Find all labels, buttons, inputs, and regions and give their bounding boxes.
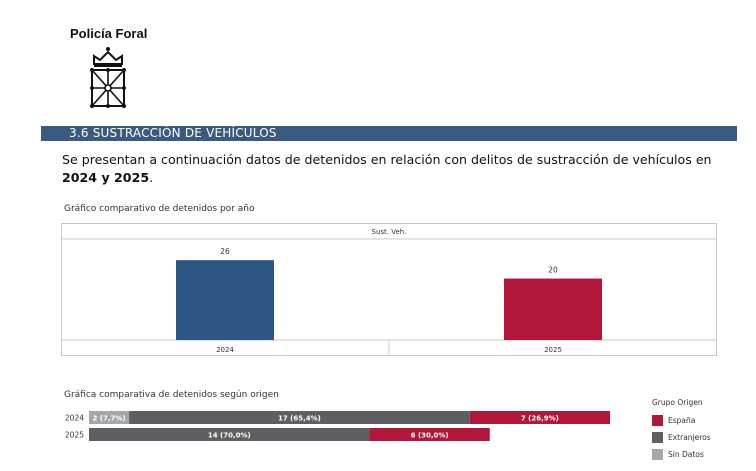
- chart-year-svg: Sust. Veh. 26 2024 20 2025: [61, 228, 717, 356]
- legend-swatch-extranjeros: [652, 432, 663, 443]
- segment-label-espana-2025: 6 (30,0%): [411, 432, 449, 440]
- y-tick-label-2025: 2025: [65, 431, 84, 440]
- intro-year-2024: 2024: [62, 170, 98, 185]
- x-tick-label-2025: 2025: [544, 346, 562, 354]
- section-header-bar: [41, 126, 737, 141]
- legend-label-sin-datos: Sin Datos: [668, 450, 704, 459]
- segment-label-sin-datos-2024: 2 (7,7%): [92, 415, 125, 423]
- segment-espana-2024: [469, 411, 610, 424]
- segment-extranjeros-2024: [129, 411, 470, 424]
- chart-year-panel-header: Sust. Veh.: [372, 228, 407, 236]
- intro-connector: y: [97, 170, 115, 185]
- segment-extranjeros-2025: [89, 428, 370, 441]
- navarra-emblem-icon: [90, 47, 126, 108]
- segment-label-extranjeros-2024: 17 (65,4%): [278, 415, 321, 423]
- legend-label-extranjeros: Extranjeros: [668, 433, 711, 442]
- intro-year-2025: 2025: [114, 170, 150, 185]
- org-name: Policía Foral: [70, 26, 148, 41]
- bar-2025: [504, 278, 602, 340]
- chart-origin-svg: 2024 2 (7,7%) 17 (65,4%) 7 (26,9%) 2025 14 (7…: [65, 411, 610, 441]
- chart-year-title: Gráfico comparativo de detenidos por año: [64, 204, 255, 214]
- segment-label-extranjeros-2025: 14 (70,0%): [208, 432, 251, 440]
- segment-sin-datos-2024: [89, 411, 130, 424]
- intro-end: .: [149, 170, 154, 185]
- legend-swatch-espana: [652, 415, 663, 426]
- bar-2024: [176, 260, 274, 340]
- legend-title: Grupo Origen: [652, 398, 703, 407]
- legend-item-espana: España: [652, 412, 752, 429]
- chart-origin-title: Gráfica comparativa de detenidos según o…: [64, 390, 279, 400]
- bar-value-label-2025: 20: [548, 266, 558, 275]
- intro-paragraph: Se presentan a continuación datos de det…: [62, 151, 732, 187]
- segment-label-espana-2024: 7 (26,9%): [521, 415, 559, 423]
- legend-item-extranjeros: Extranjeros: [652, 429, 752, 446]
- bar-value-label-2024: 26: [220, 247, 230, 256]
- y-tick-label-2024: 2024: [65, 414, 84, 423]
- legend-label-espana: España: [668, 416, 696, 425]
- legend: Grupo Origen España Extranjeros Sin Dato…: [652, 398, 752, 463]
- x-tick-label-2024: 2024: [216, 346, 234, 354]
- legend-swatch-sin-datos: [652, 449, 663, 460]
- intro-text: Se presentan a continuación datos de det…: [62, 152, 712, 167]
- segment-espana-2025: [369, 428, 490, 441]
- section-title: 3.6 SUSTRACCIÓN DE VEHÍCULOS: [69, 126, 277, 140]
- legend-item-sin-datos: Sin Datos: [652, 446, 752, 463]
